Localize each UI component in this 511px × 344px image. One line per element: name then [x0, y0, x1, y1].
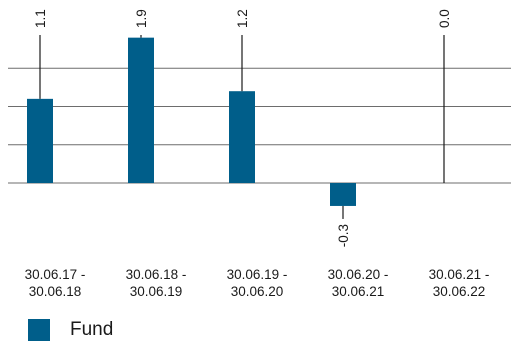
data-label-0: 1.1: [33, 9, 48, 28]
data-label-1: 1.9: [134, 9, 149, 28]
x-tick-label-0: 30.06.17 - 30.06.18: [5, 266, 105, 300]
x-tick-label-4-line-0: 30.06.21 -: [428, 267, 490, 282]
data-label-2: 1.2: [235, 9, 250, 28]
legend-swatch-fund: [28, 319, 50, 341]
x-tick-label-3: 30.06.20 - 30.06.21: [308, 266, 408, 300]
x-tick-label-1: 30.06.18 - 30.06.19: [106, 266, 206, 300]
bar-3: [330, 183, 356, 206]
x-tick-label-2: 30.06.19 - 30.06.20: [207, 266, 307, 300]
bar-2: [229, 91, 255, 183]
x-tick-label-1-line-1: 30.06.19: [129, 284, 183, 299]
x-tick-label-1-line-0: 30.06.18 -: [125, 267, 187, 282]
bar-1: [128, 37, 154, 184]
x-tick-label-0-line-0: 30.06.17 -: [24, 267, 86, 282]
x-tick-label-3-line-0: 30.06.20 -: [327, 267, 389, 282]
x-tick-label-3-line-1: 30.06.21: [331, 284, 385, 299]
x-tick-label-0-line-1: 30.06.18: [28, 284, 82, 299]
x-tick-label-4: 30.06.21 - 30.06.22: [409, 266, 509, 300]
x-tick-label-4-line-1: 30.06.22: [432, 284, 486, 299]
data-label-3: -0.3: [336, 224, 351, 247]
bar-0: [27, 98, 53, 183]
x-tick-label-2-line-0: 30.06.19 -: [226, 267, 288, 282]
legend: Fund: [28, 318, 113, 342]
data-label-4: 0.0: [437, 9, 452, 28]
x-tick-label-2-line-1: 30.06.20: [230, 284, 284, 299]
legend-label-fund: Fund: [70, 319, 114, 340]
